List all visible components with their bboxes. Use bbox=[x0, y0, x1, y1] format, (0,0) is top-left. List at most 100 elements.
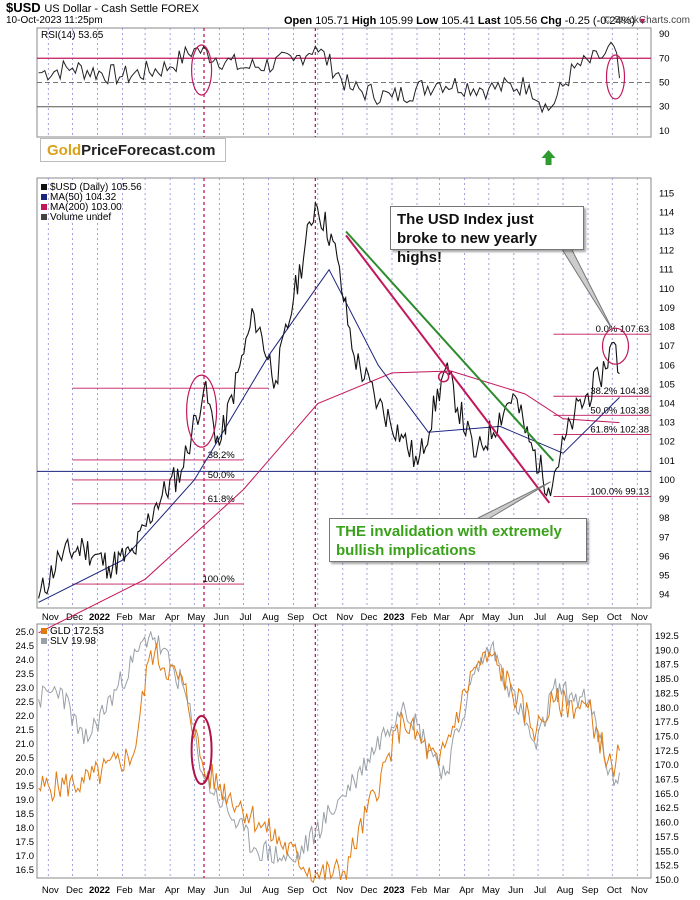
usd-y-tick: 115 bbox=[659, 188, 674, 199]
x-tick-label: Feb bbox=[411, 612, 427, 623]
callout-top-pointer bbox=[559, 245, 614, 332]
usd-y-tick: 99 bbox=[659, 494, 670, 505]
usd-panel-frame bbox=[36, 177, 652, 609]
usd-y-tick: 105 bbox=[659, 379, 675, 390]
x-tick-label: Apr bbox=[459, 612, 474, 623]
gld-y-tick: 157.5 bbox=[655, 832, 679, 843]
usd-y-tick: 95 bbox=[659, 571, 670, 582]
usd-y-tick: 111 bbox=[659, 265, 673, 276]
usd-y-tick: 103 bbox=[659, 418, 675, 429]
chart-datetime: 10-Oct-2023 11:25pm bbox=[6, 15, 103, 26]
x-tick-label: Apr bbox=[165, 612, 180, 623]
usd-y-tick: 110 bbox=[659, 284, 674, 295]
slv-y-tick: 20.5 bbox=[16, 753, 35, 764]
x-tick-label: Feb bbox=[116, 885, 132, 896]
gld-y-tick: 170.0 bbox=[655, 760, 679, 771]
open-label: Open bbox=[284, 15, 313, 27]
x-tick-label: Nov bbox=[631, 612, 648, 623]
slv-y-tick: 21.0 bbox=[16, 739, 35, 750]
usd-y-tick: 101 bbox=[659, 456, 675, 467]
callout-new-highs: The USD Index just broke to new yearly h… bbox=[390, 206, 584, 266]
gld-y-tick: 160.0 bbox=[655, 818, 679, 829]
rsi-line bbox=[38, 41, 620, 114]
symbol: $USD bbox=[6, 0, 41, 15]
x-tick-label: Jun bbox=[508, 885, 523, 896]
x-tick-label: Oct bbox=[312, 885, 327, 896]
x-tick-label: Feb bbox=[116, 612, 132, 623]
x-tick-label: Jul bbox=[239, 612, 251, 623]
x-tick-label: Jun bbox=[214, 612, 229, 623]
gld-y-tick: 190.0 bbox=[655, 645, 679, 656]
slv-y-tick: 19.0 bbox=[16, 795, 35, 806]
usd-y-tick: 109 bbox=[659, 303, 675, 314]
fib-2022-label: 50.0% bbox=[208, 470, 235, 481]
metals-legend-item: GLD 172.53 bbox=[50, 626, 104, 637]
down-arrow-icon: ▼ bbox=[638, 16, 648, 26]
callout-invalidation: THE invalidation with extremely bullish … bbox=[329, 518, 587, 562]
x-tick-label: Dec bbox=[66, 885, 83, 896]
x-tick-label: Dec bbox=[361, 612, 378, 623]
slv-y-tick: 24.0 bbox=[16, 655, 35, 666]
gld-y-tick: 187.5 bbox=[655, 660, 679, 671]
gld-y-tick: 180.0 bbox=[655, 703, 679, 714]
usd-legend-item: MA(50) 104.32 bbox=[50, 192, 117, 203]
high-value: 105.99 bbox=[379, 15, 414, 27]
gld-y-tick: 167.5 bbox=[655, 775, 679, 786]
x-tick-label: 2023 bbox=[383, 612, 404, 623]
slv-y-tick: 25.0 bbox=[16, 627, 35, 638]
x-tick-label: Sep bbox=[582, 612, 599, 623]
x-tick-label: Mar bbox=[139, 612, 155, 623]
slv-y-tick: 23.0 bbox=[16, 683, 35, 694]
usd-legend-swatch bbox=[41, 214, 47, 220]
x-tick-label: Dec bbox=[66, 612, 83, 623]
rsi-y-tick: 90 bbox=[659, 29, 670, 40]
red-downtrend-line bbox=[345, 234, 551, 504]
x-tick-label: Aug bbox=[557, 885, 574, 896]
slv-y-tick: 22.0 bbox=[16, 711, 35, 722]
brand-logo: GoldPriceForecast.com bbox=[40, 138, 226, 162]
rsi-legend: RSI(14) 53.65 bbox=[41, 30, 104, 41]
metals-legend-swatch bbox=[41, 628, 47, 634]
x-tick-label: May bbox=[187, 612, 205, 623]
usd-y-tick: 106 bbox=[659, 360, 675, 371]
usd-highlight-circle bbox=[601, 327, 630, 365]
usd-y-tick: 104 bbox=[659, 399, 675, 410]
x-tick-label: Nov bbox=[42, 885, 59, 896]
usd-highlight-circle bbox=[185, 374, 218, 448]
gld-y-tick: 152.5 bbox=[655, 861, 679, 872]
metals-legend-item: SLV 19.98 bbox=[50, 636, 96, 647]
fib-2023-label: 100.0% 99.13 bbox=[590, 487, 649, 498]
x-tick-label: 2023 bbox=[383, 885, 404, 896]
ma200-line bbox=[38, 370, 620, 634]
slv-y-tick: 18.5 bbox=[16, 809, 35, 820]
x-tick-label: Apr bbox=[165, 885, 180, 896]
x-tick-label: 2022 bbox=[89, 885, 110, 896]
green-downtrend-line bbox=[345, 230, 555, 462]
x-tick-label: Mar bbox=[433, 885, 449, 896]
usd-legend-swatch bbox=[41, 194, 47, 200]
x-tick-label: Nov bbox=[42, 612, 59, 623]
gld-line bbox=[38, 643, 620, 884]
gld-y-tick: 150.0 bbox=[655, 875, 679, 886]
usd-legend-swatch bbox=[41, 204, 47, 210]
x-tick-label: Jul bbox=[534, 885, 546, 896]
open-value: 105.71 bbox=[315, 15, 349, 27]
x-tick-label: 2022 bbox=[89, 612, 110, 623]
rsi-y-tick: 10 bbox=[659, 126, 670, 137]
metals-panel-frame bbox=[36, 623, 652, 879]
fib-2022-label: 61.8% bbox=[208, 494, 235, 505]
fib-2023-label: 61.8% 102.38 bbox=[590, 424, 649, 435]
callout-bottom-pointer bbox=[477, 481, 551, 519]
slv-line bbox=[38, 630, 620, 865]
change-value: -0.25 (-0.24%) bbox=[564, 15, 636, 27]
usd-y-tick: 114 bbox=[659, 207, 674, 218]
slv-y-tick: 19.5 bbox=[16, 781, 35, 792]
x-tick-label: Oct bbox=[312, 612, 327, 623]
symbol-name: US Dollar - Cash Settle FOREX bbox=[44, 3, 199, 15]
symbol-title: $USD US Dollar - Cash Settle FOREX bbox=[6, 0, 199, 15]
usd-y-tick: 113 bbox=[659, 227, 674, 238]
gld-y-tick: 177.5 bbox=[655, 717, 679, 728]
x-tick-label: Apr bbox=[459, 885, 474, 896]
